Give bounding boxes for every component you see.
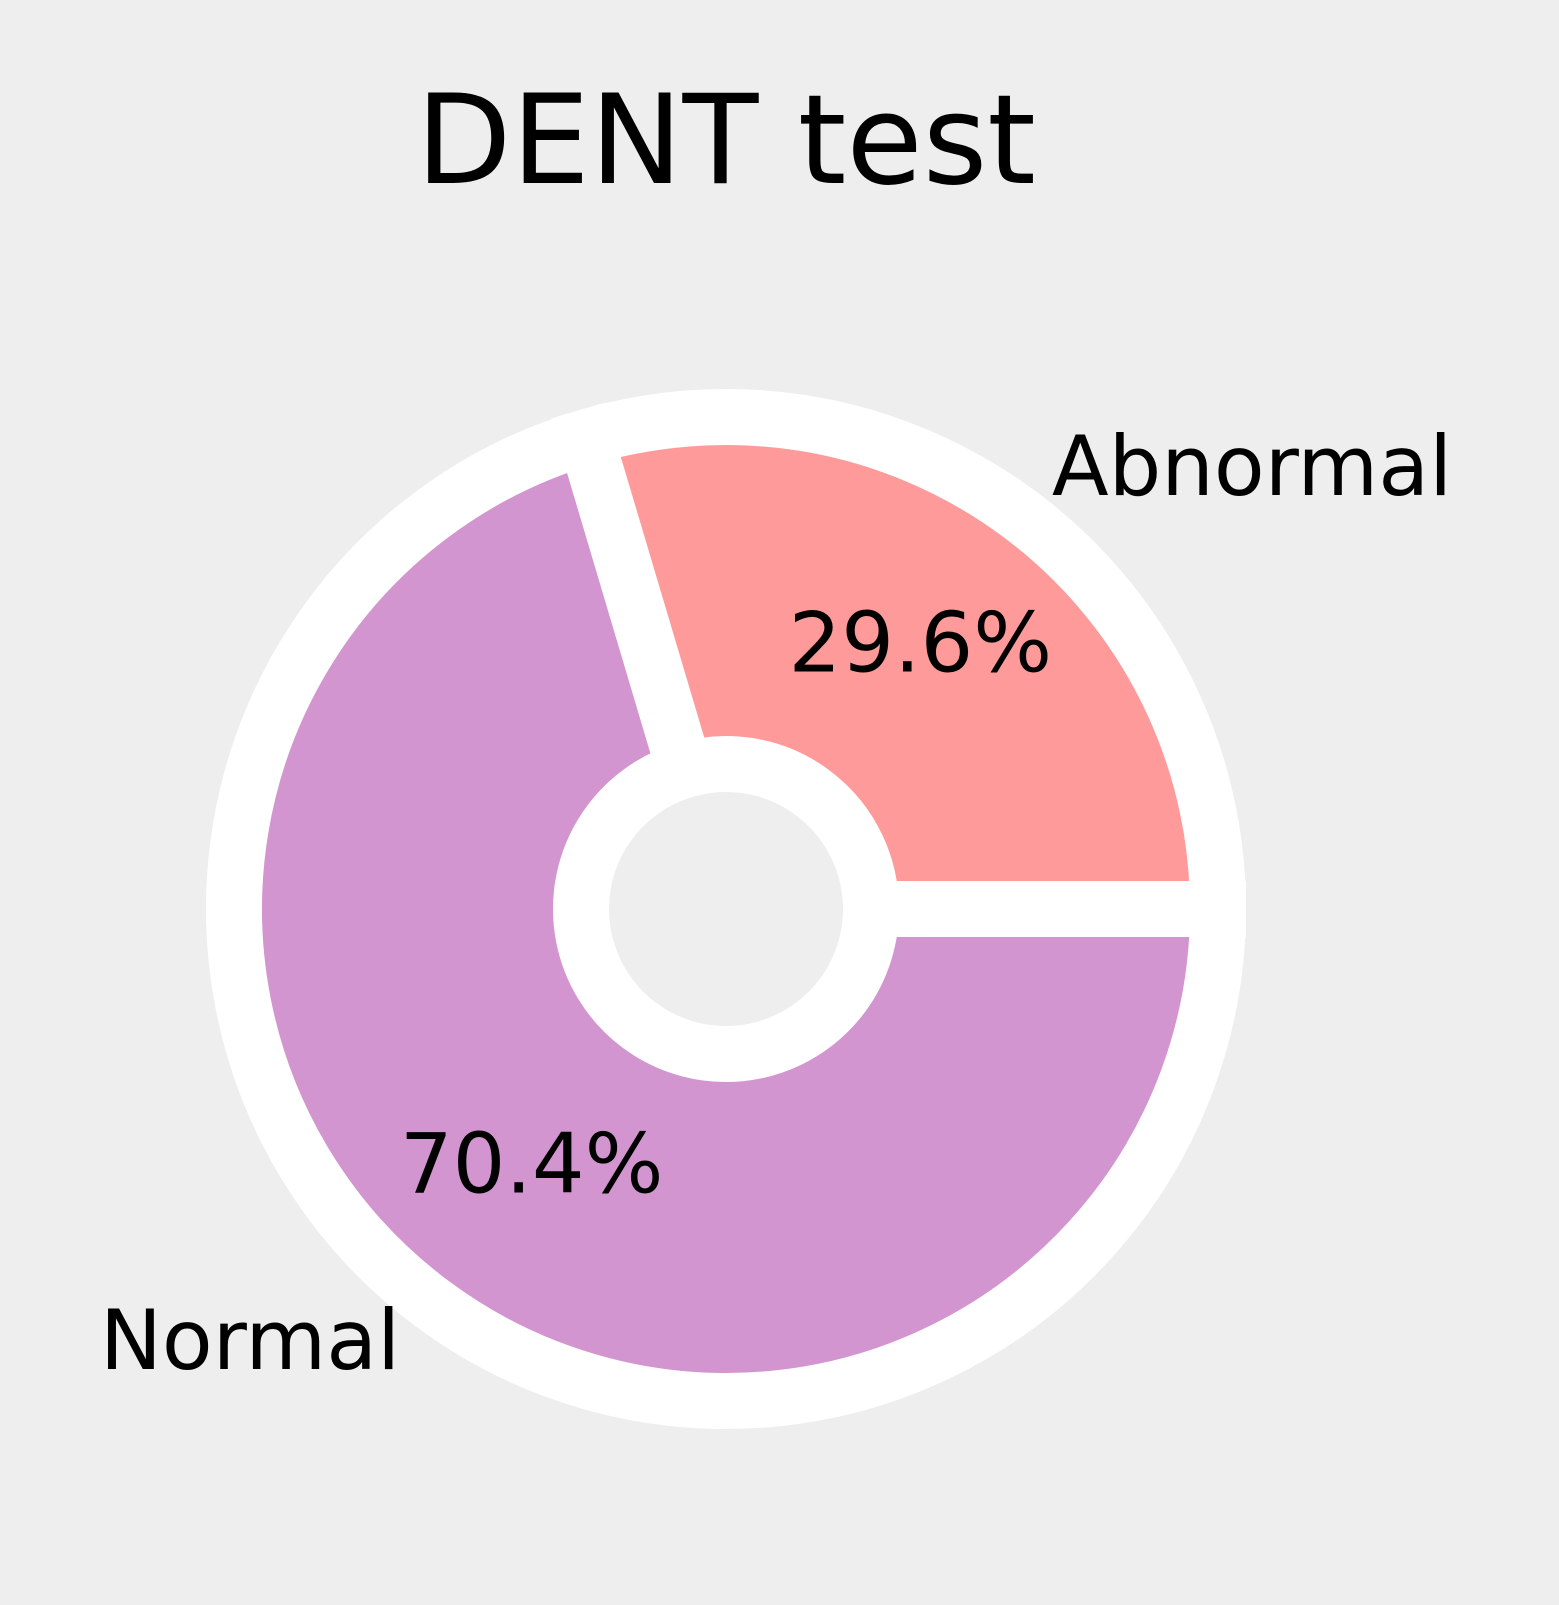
slice-percent-normal: 70.4% [400, 1115, 664, 1212]
slice-label-abnormal: Abnormal [1052, 418, 1452, 515]
slices-group [206, 389, 1247, 1429]
chart-title: DENT test [416, 69, 1036, 213]
slice-abnormal [550, 389, 1247, 937]
slice-percent-abnormal: 29.6% [788, 594, 1052, 691]
slice-label-normal: Normal [100, 1292, 400, 1389]
slice-normal [206, 402, 1247, 1429]
